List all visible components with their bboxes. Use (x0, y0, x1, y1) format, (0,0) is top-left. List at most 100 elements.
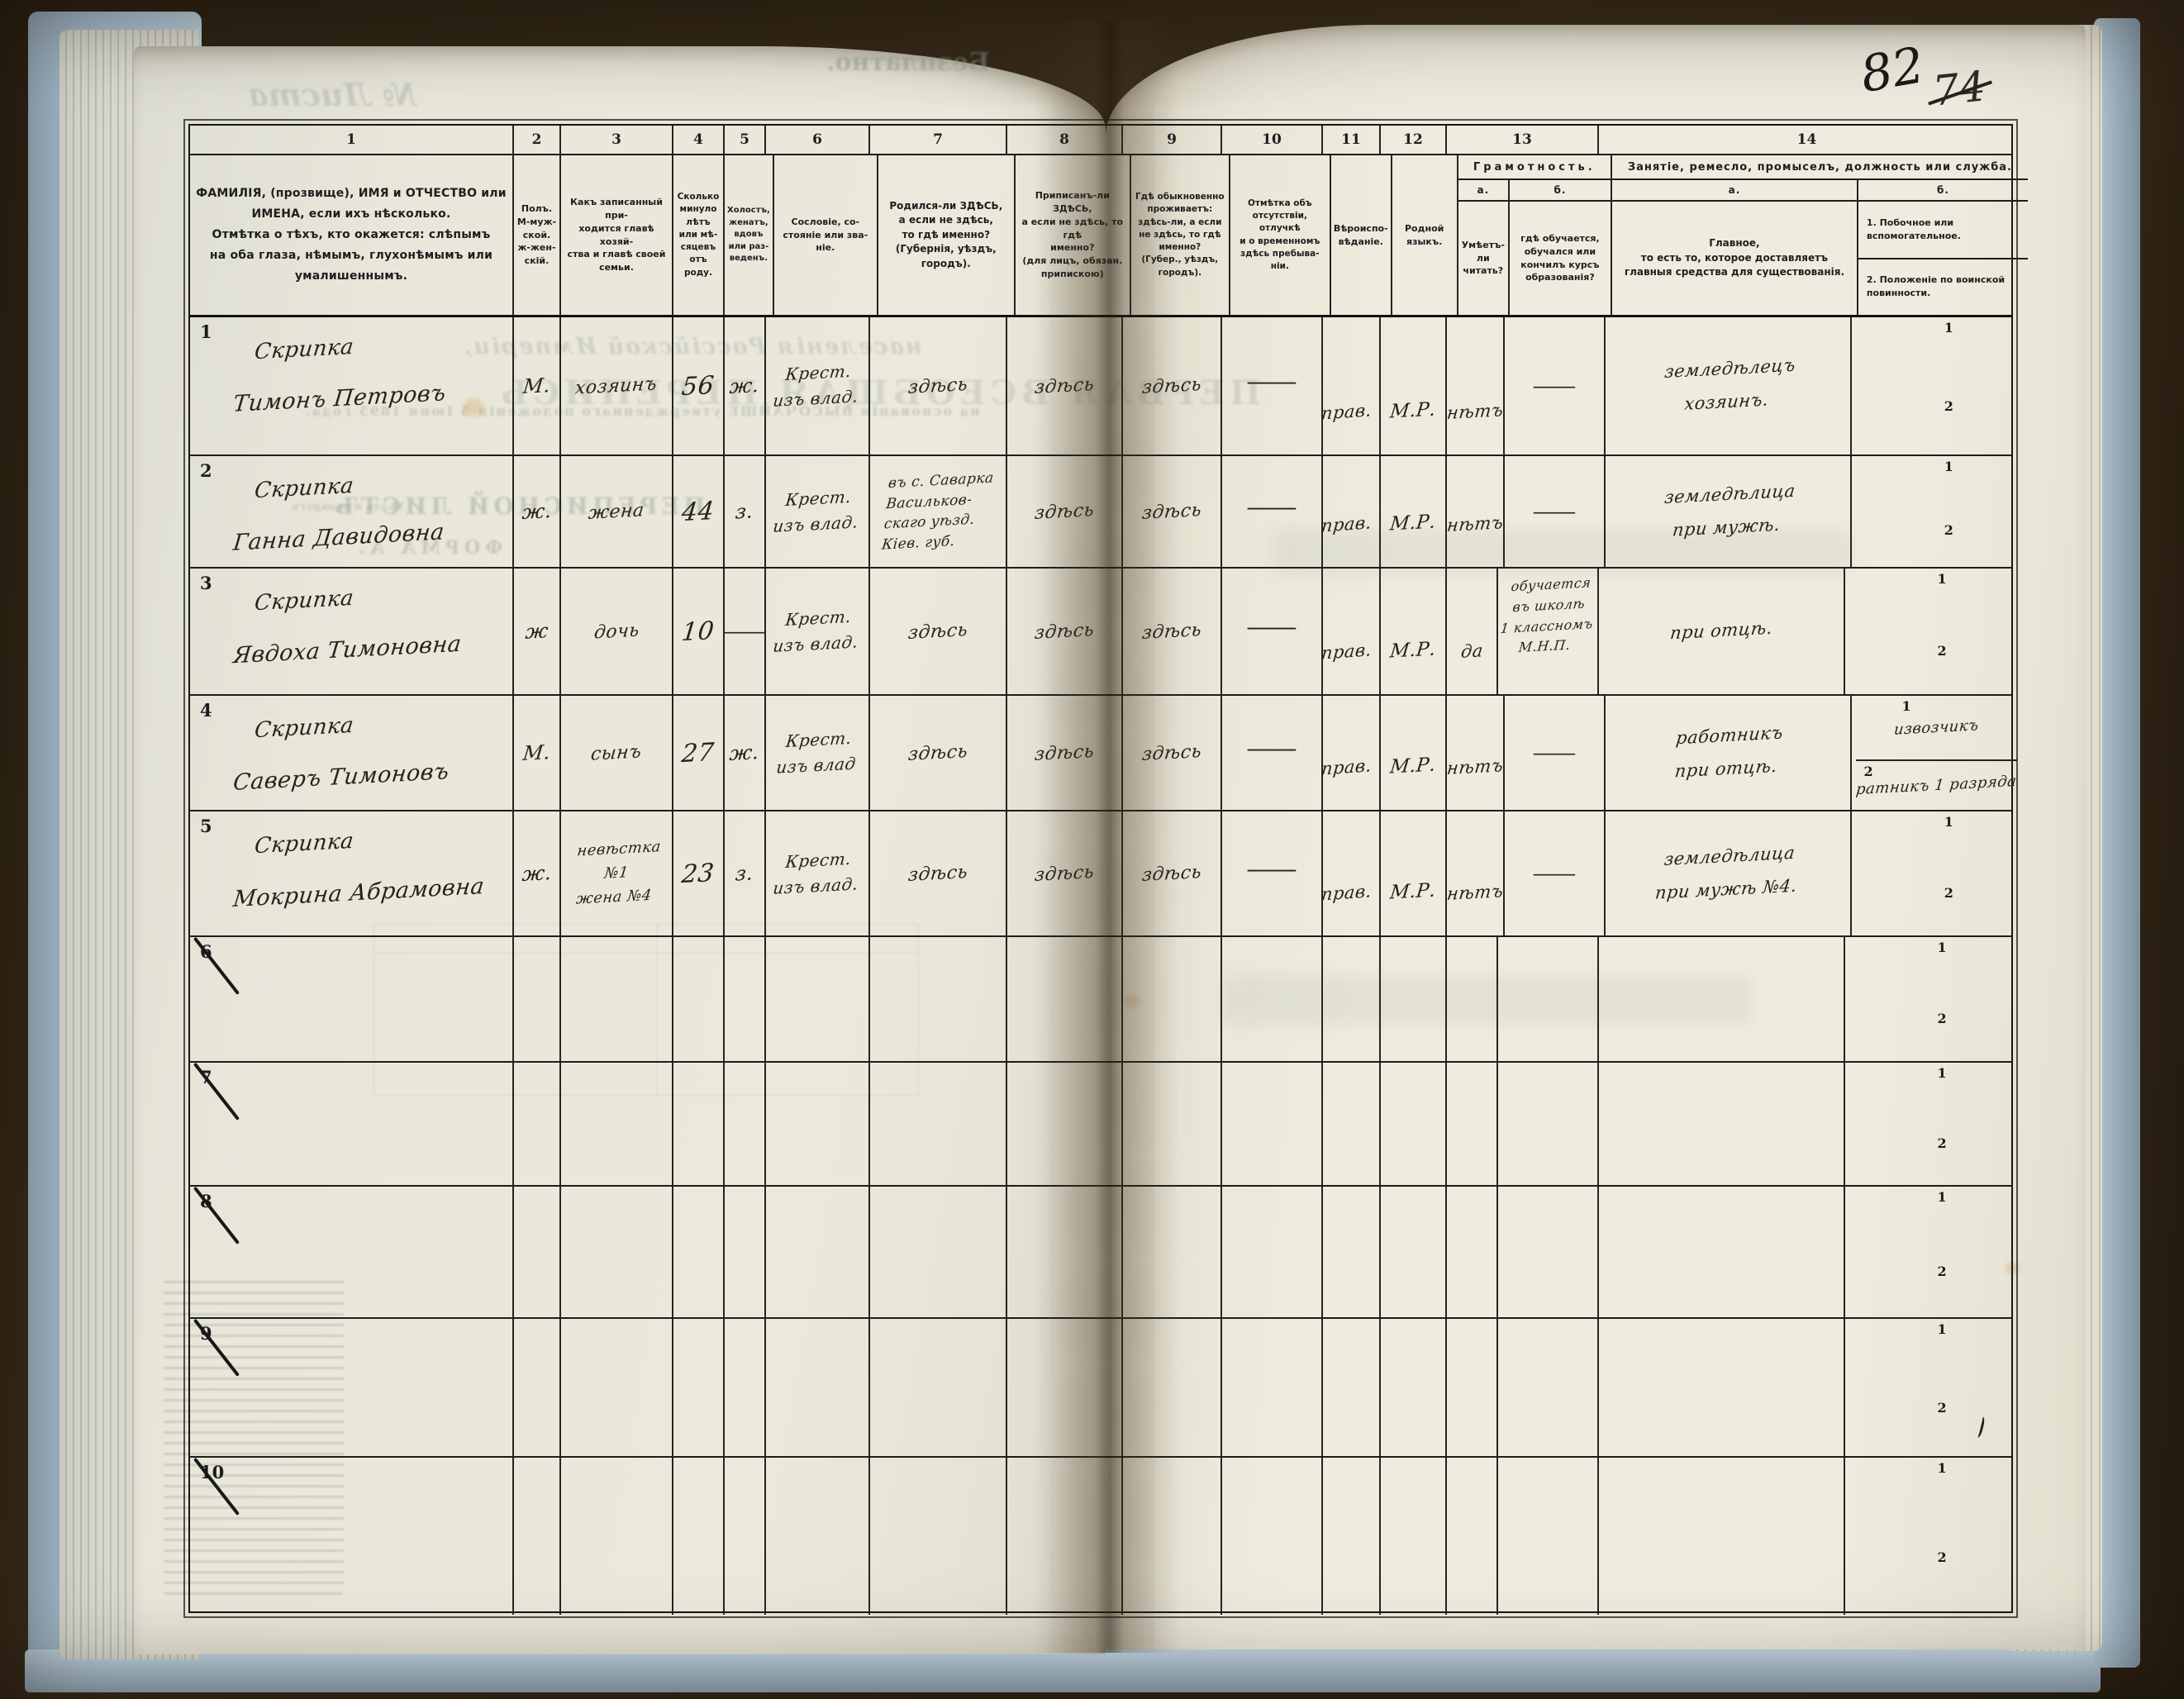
cell-born: здѣсь (870, 317, 1007, 454)
col-number: 14 (1796, 131, 1817, 148)
header-name: ФАМИЛІЯ, (прозвище), ИМЯ и ОТЧЕСТВО или … (190, 155, 514, 315)
handwritten-entry: М.Р. (1388, 878, 1438, 904)
cell-name: 4 Скрипка Саверъ Тимоновъ (190, 696, 514, 810)
column-numbers-row: 1 2 3 4 5 6 7 8 9 10 11 12 13 14 (190, 126, 2011, 155)
row-number: 2 (200, 460, 212, 481)
handwritten-entry: здѣсь (1033, 861, 1096, 886)
cell-relation: хозяинъ (561, 317, 673, 454)
printed-sub-number: 1 (1937, 940, 1947, 955)
handwritten-entry: земледѣлецъ хозяинъ. (1663, 355, 1797, 414)
cell-relation: дочь (561, 569, 673, 694)
cell-occ_main (1599, 937, 1845, 1061)
handwritten-entry: прав. (1320, 399, 1373, 424)
cell-age (673, 1458, 725, 1615)
cell-resides: здѣсь (1123, 811, 1222, 935)
cell-resides: здѣсь (1123, 569, 1222, 694)
cell-registered: здѣсь (1007, 317, 1123, 454)
cell-language (1381, 937, 1447, 1061)
handwritten-entry: Крест. изъ влад. (772, 848, 860, 898)
cell-absence (1222, 937, 1323, 1061)
cell-relation (561, 1458, 673, 1615)
cell-resides: здѣсь (1123, 317, 1222, 454)
cell-absence: — (1222, 811, 1323, 935)
printed-sub-number: 1 (1937, 1189, 1947, 1205)
handwritten-entry: — (1531, 741, 1577, 764)
cell-language: М.Р. (1381, 569, 1447, 694)
col-number: 8 (1007, 126, 1123, 154)
cell-language (1381, 1319, 1447, 1456)
cell-born (870, 1187, 1007, 1317)
cell-marital: — (721, 569, 768, 694)
table-row: 1 Скрипка Тимонъ Петровъ М. хозяинъ 56 ж. Крест… (190, 317, 2011, 456)
paper-stain (2006, 1263, 2020, 1274)
printed-sub-number: 2 (1944, 397, 1953, 414)
census-table: 1 2 3 4 5 6 7 8 9 10 11 12 13 14 ФАМИЛІЯ… (183, 119, 2028, 1618)
cell-sex (514, 1187, 561, 1317)
handwritten-surname: Скрипка (253, 585, 355, 616)
printed-sub-number: 2 (1937, 1135, 1947, 1151)
cell-marital: ж. (725, 317, 766, 454)
handwritten-name: Саверъ Тимоновъ (231, 759, 451, 796)
handwritten-entry: земледѣлица при мужѣ. (1663, 480, 1796, 540)
cell-language (1381, 1063, 1447, 1185)
header-residence: Гдѣ обыкновенно проживаетъ: здѣсь-ли, а … (1131, 155, 1230, 315)
cell-absence (1222, 1187, 1323, 1317)
cell-sex (514, 1063, 561, 1185)
cell-relation: невѣстка №1 жена №4 (561, 811, 673, 935)
handwritten-entry: сынъ (590, 740, 643, 765)
bleedthrough-fine-print-block (164, 1279, 344, 1595)
col-number: 7 (870, 126, 1007, 154)
handwritten-entry: — (1244, 855, 1299, 883)
handwritten-entry: Крест. изъ влад. (772, 486, 860, 536)
handwritten-entry: работникъ при отцѣ. (1674, 722, 1785, 782)
cell-sex (514, 1319, 561, 1456)
handwritten-entry: здѣсь (1140, 374, 1203, 398)
cell-age (673, 1187, 725, 1317)
row-number: 4 (200, 700, 212, 721)
cell-born: здѣсь (870, 696, 1007, 810)
header-age: Сколько минуло лѣтъ или мѣ- сяцевъ отъ р… (673, 155, 725, 315)
cell-occ_main: при отцѣ. (1599, 569, 1845, 694)
header-absence: Отмѣтка объ отсутствіи, отлучкѣ и о врем… (1230, 155, 1331, 315)
cell-marital (725, 1187, 766, 1317)
handwritten-entry: ж. (521, 498, 553, 525)
handwritten-entry: 56 (680, 370, 716, 402)
printed-sub-number: 1 (1901, 698, 1911, 714)
cell-name: 2 Скрипка Ганна Давидовна (190, 456, 514, 567)
printed-sub-number: 1 (1937, 1065, 1947, 1081)
header-occupation-b2: 2. Положеніе по воинской повинности. (1866, 274, 2006, 299)
cell-occupation-side: 1 извозчикъ 2 ратникъ 1 разряда (1852, 696, 2021, 810)
cell-occ_main (1599, 1319, 1845, 1456)
header-registration: Приписанъ-ли ЗДѢСЬ, а если не здѣсь, то … (1016, 155, 1131, 315)
cell-language: М.Р. (1381, 317, 1447, 454)
col-number: 12 (1381, 126, 1447, 154)
cell-absence (1222, 1319, 1323, 1456)
cell-religion (1323, 1187, 1381, 1317)
header-occupation-b-label: б. (1858, 180, 2028, 202)
handwritten-surname: Скрипка (253, 828, 355, 859)
handwritten-entry: 27 (680, 737, 716, 769)
cell-reads: да (1447, 569, 1498, 694)
handwritten-entry: — (1531, 374, 1577, 397)
handwritten-entry: — (1531, 862, 1577, 885)
handwritten-entry: здѣсь (906, 740, 969, 765)
cell-sex (514, 937, 561, 1061)
table-row: 9 1 2 (190, 1319, 2011, 1458)
header-birthplace: Родился-ли ЗДѢСЬ, а если не здѣсь, то гд… (878, 155, 1016, 315)
cell-religion (1323, 1319, 1381, 1456)
header-occupation-b1: 1. Побочное или вспомогательное. (1858, 202, 2028, 259)
cell-registered (1007, 937, 1123, 1061)
cell-religion (1323, 937, 1381, 1061)
handwritten-entry: — (721, 620, 768, 643)
header-occupation-group: Занятіе, ремесло, промыселъ, должность и… (1611, 155, 2028, 315)
handwritten-entry: М. (521, 374, 552, 398)
printed-sub-number: 2 (1937, 1264, 1947, 1280)
cell-education: — (1505, 317, 1606, 454)
cell-marital (725, 1063, 766, 1185)
handwritten-entry: Крест. изъ влад. (772, 606, 860, 656)
cell-estate: Крест. изъ влад. (766, 317, 870, 454)
cell-sex: ж. (514, 811, 561, 935)
